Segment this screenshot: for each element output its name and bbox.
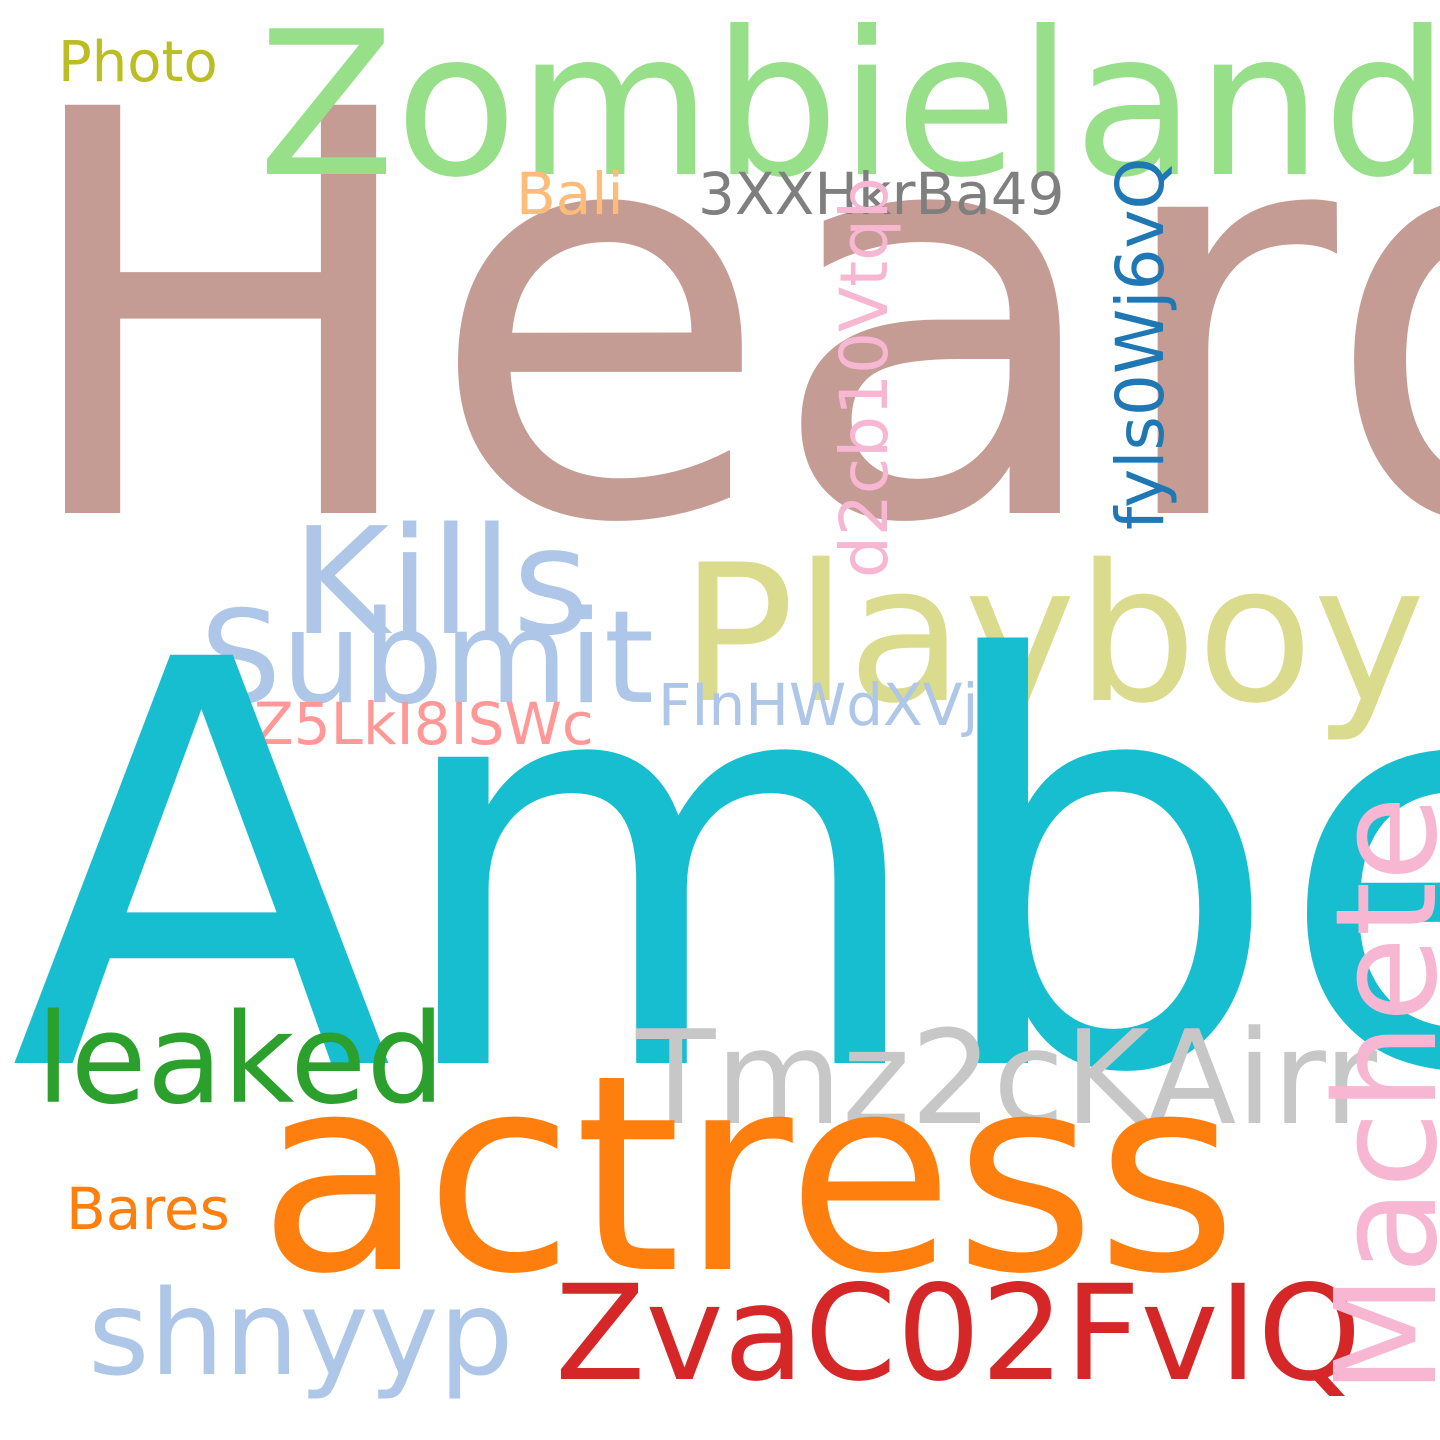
word-bares: Bares [66, 1175, 230, 1243]
word-z5lki8iswc: Z5LkI8ISWc [254, 690, 594, 758]
word-submit: Submit [200, 584, 655, 733]
word-bali: Bali [516, 160, 624, 228]
word-d2cb10vtqb: d2cb10Vtqb [826, 177, 903, 578]
word-playboy: Playboy [680, 524, 1426, 745]
word-photo: Photo [58, 30, 218, 95]
word-actress: actress [258, 1018, 1238, 1334]
word-kills: Kills [292, 496, 590, 668]
word-tmz2ckairr: Tmz2cKAirr [636, 1002, 1378, 1154]
word-heard: Heard [10, 0, 1440, 646]
word-amber: Amber [10, 544, 1440, 1196]
word-3xxhkrba49: 3XXHkrBa49 [698, 160, 1065, 228]
word-machete: Machete [1306, 795, 1440, 1395]
word-zombieland: Zombieland [258, 0, 1440, 222]
word-fyls0wj6vq: fyls0Wj6vQ [1102, 157, 1179, 530]
word-leaked: leaked [36, 988, 446, 1132]
word-zvac02fviq: ZvaC02FvIQ [555, 1257, 1362, 1411]
word-finhwdxvjr: FInHWdXVjr [658, 671, 1003, 739]
word-shnyyp: shnyyp [88, 1264, 514, 1402]
